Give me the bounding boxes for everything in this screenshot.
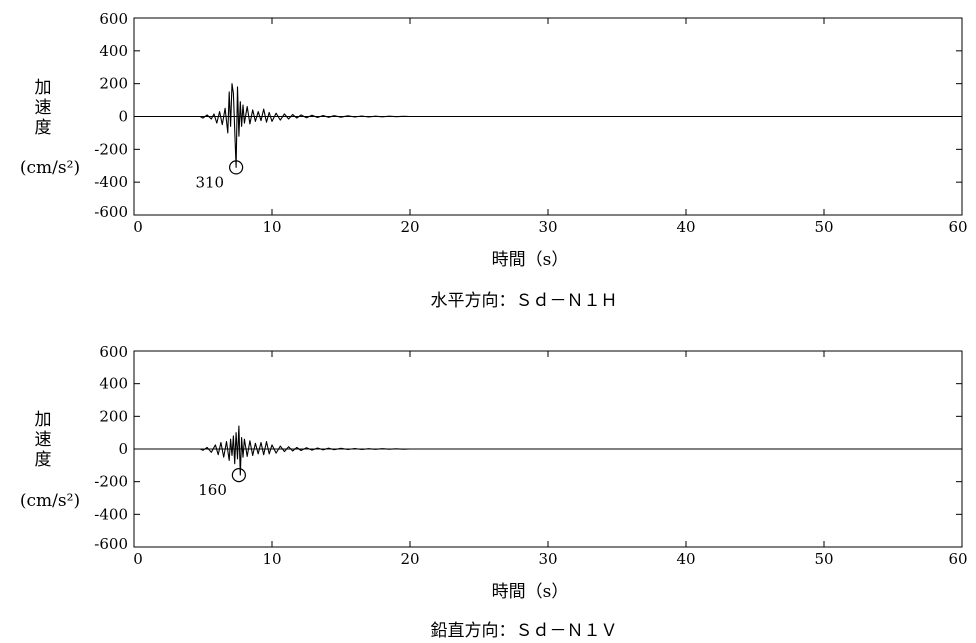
- y-axis-label: 加 速 度 (cm/s²): [20, 410, 80, 511]
- x-tick-label: 30: [538, 218, 557, 236]
- y-tick-label: -400: [94, 173, 128, 191]
- x-tick-label: 60: [948, 218, 967, 236]
- x-tick-label: 0: [133, 550, 143, 568]
- peak-marker: [229, 160, 244, 175]
- y-axis-label-line: 速: [35, 430, 52, 450]
- peak-value-label: 160: [198, 481, 227, 499]
- y-tick-label: -400: [94, 505, 128, 523]
- x-ticks: 0 10 20 30 40 50 60: [133, 18, 968, 236]
- y-tick-label: 400: [99, 42, 128, 60]
- y-axis-label-line: (cm/s²): [20, 158, 80, 178]
- y-axis-label-line: 加: [35, 78, 52, 98]
- y-axis-label-line: (cm/s²): [20, 491, 80, 511]
- y-tick-label: 0: [118, 108, 128, 126]
- y-tick-label: -200: [94, 473, 128, 491]
- chart-caption: 水平方向：Ｓｄ－Ｎ１Ｈ: [431, 291, 618, 311]
- x-axis-label: 時間（s）: [492, 250, 569, 270]
- y-tick-label: 600: [99, 343, 128, 361]
- y-tick-label: 200: [99, 75, 128, 93]
- y-tick-label: 600: [99, 10, 128, 28]
- x-tick-label: 40: [676, 218, 695, 236]
- x-tick-label: 60: [948, 550, 967, 568]
- peak-value-label: 310: [195, 173, 224, 191]
- x-ticks: 0 10 20 30 40 50 60: [133, 351, 968, 568]
- x-tick-label: 10: [262, 218, 281, 236]
- y-axis-label-line: 度: [35, 118, 52, 138]
- peak-marker: [231, 468, 246, 483]
- y-tick-label: -600: [94, 535, 128, 553]
- x-tick-label: 30: [538, 550, 557, 568]
- x-tick-label: 40: [676, 550, 695, 568]
- y-axis-label-line: 度: [35, 450, 52, 470]
- chart-vertical: 600 400 200 0 -200 -400 -600 0 10 20 30 40 50 60 加 速…: [20, 343, 968, 641]
- series-line: [134, 425, 962, 476]
- x-tick-label: 20: [400, 550, 419, 568]
- y-tick-label: 200: [99, 407, 128, 425]
- y-ticks: 600 400 200 0 -200 -400 -600: [94, 343, 962, 553]
- y-ticks: 600 400 200 0 -200 -400 -600: [94, 10, 962, 221]
- chart-horizontal: 600 400 200 0 -200 -400 -600 0 10 20 30 40 50 60 加 速…: [20, 10, 968, 311]
- y-tick-label: -200: [94, 140, 128, 158]
- y-tick-label: -600: [94, 203, 128, 221]
- x-tick-label: 20: [400, 218, 419, 236]
- x-tick-label: 50: [814, 550, 833, 568]
- x-tick-label: 0: [133, 218, 143, 236]
- series-line: [134, 83, 962, 168]
- x-axis-label: 時間（s）: [492, 582, 569, 602]
- y-tick-label: 0: [118, 440, 128, 458]
- y-axis-label-line: 加: [35, 410, 52, 430]
- y-tick-label: 400: [99, 375, 128, 393]
- x-tick-label: 10: [262, 550, 281, 568]
- y-axis-label: 加 速 度 (cm/s²): [20, 78, 80, 178]
- x-tick-label: 50: [814, 218, 833, 236]
- chart-caption: 鉛直方向：Ｓｄ－Ｎ１Ｖ: [431, 621, 618, 641]
- y-axis-label-line: 速: [35, 98, 52, 118]
